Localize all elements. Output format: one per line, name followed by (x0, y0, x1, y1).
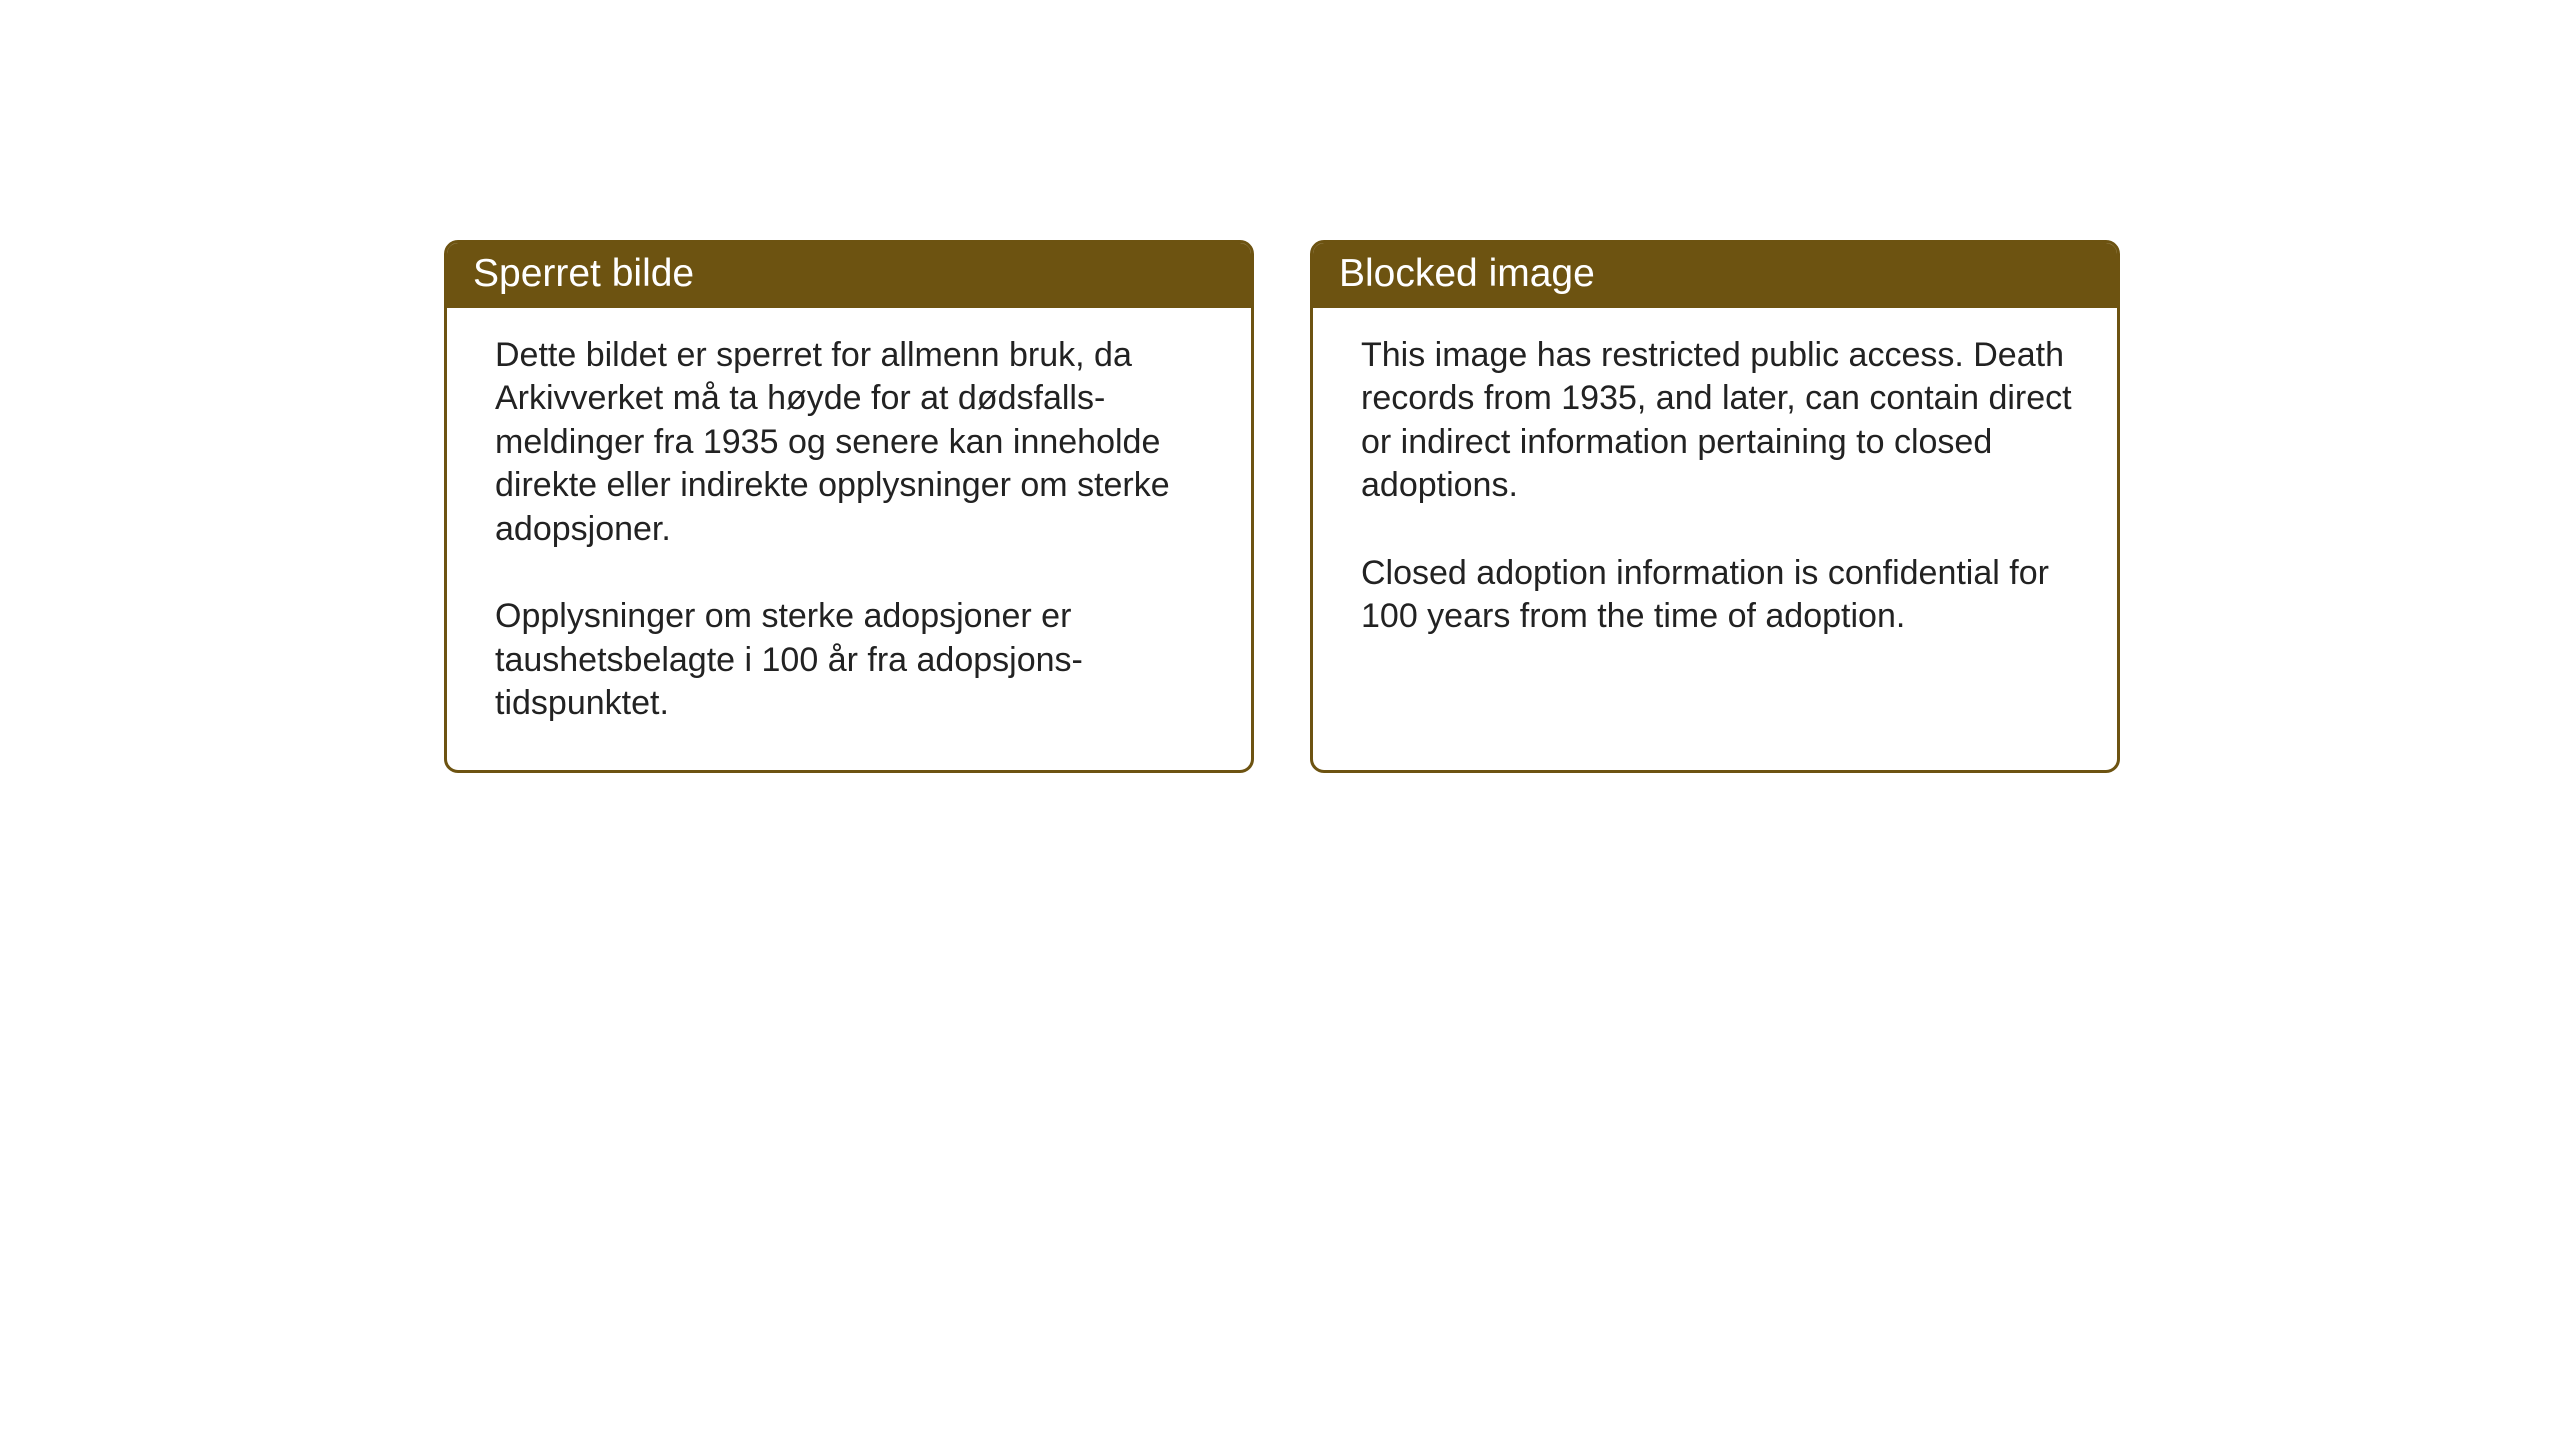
card-body-english: This image has restricted public access.… (1313, 308, 2117, 683)
card-title-english: Blocked image (1339, 252, 1595, 295)
card-header-norwegian: Sperret bilde (447, 243, 1251, 308)
card-title-norwegian: Sperret bilde (473, 252, 694, 295)
card-header-english: Blocked image (1313, 243, 2117, 308)
notice-container: Sperret bilde Dette bildet er sperret fo… (444, 240, 2120, 773)
card-paragraph-1-norwegian: Dette bildet er sperret for allmenn bruk… (495, 334, 1211, 552)
card-body-norwegian: Dette bildet er sperret for allmenn bruk… (447, 308, 1251, 770)
card-paragraph-2-norwegian: Opplysninger om sterke adopsjoner er tau… (495, 595, 1211, 726)
notice-card-english: Blocked image This image has restricted … (1310, 240, 2120, 773)
card-paragraph-2-english: Closed adoption information is confident… (1361, 552, 2077, 639)
card-paragraph-1-english: This image has restricted public access.… (1361, 334, 2077, 508)
notice-card-norwegian: Sperret bilde Dette bildet er sperret fo… (444, 240, 1254, 773)
